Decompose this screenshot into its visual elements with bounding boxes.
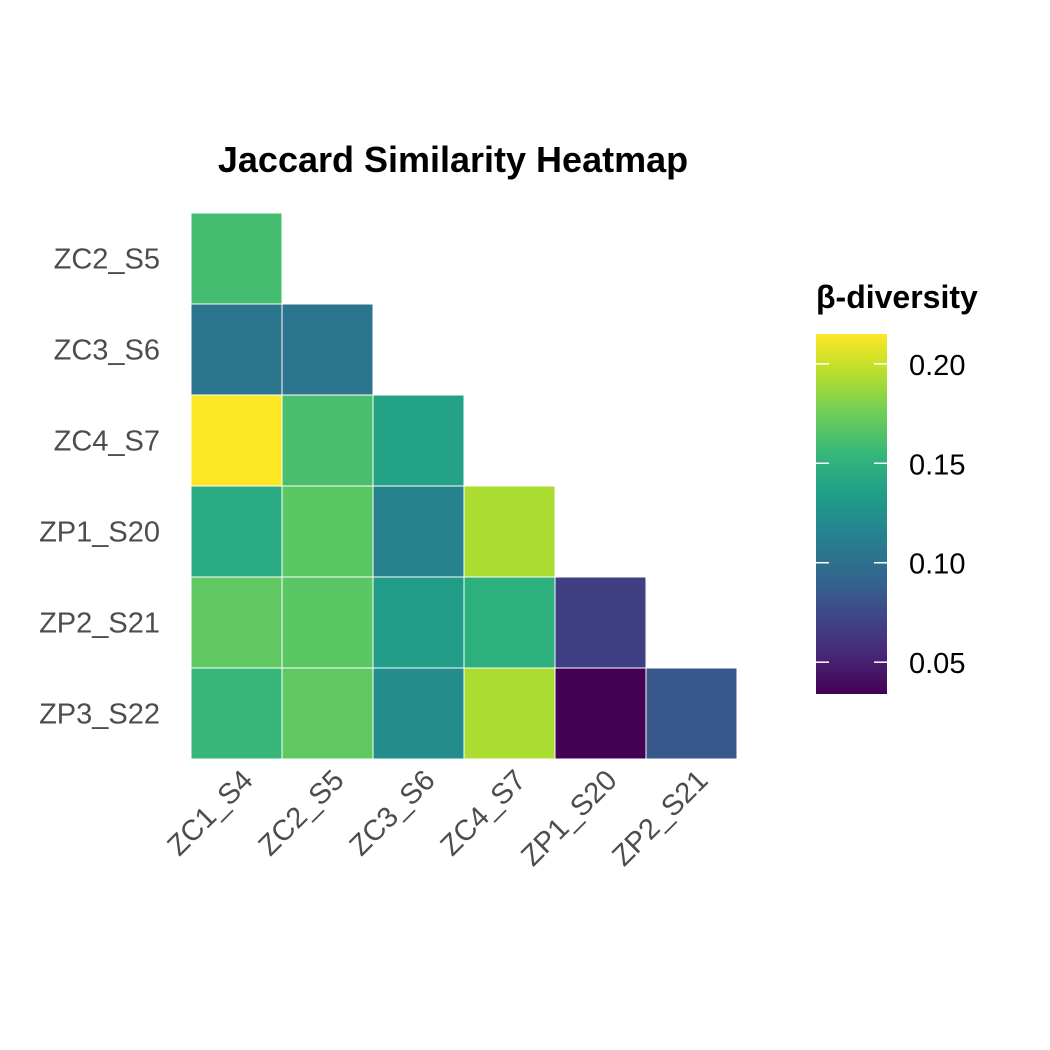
y-tick-label: ZC4_S7 <box>54 426 160 458</box>
heatmap-cell <box>281 667 374 760</box>
legend-title: β-diversity <box>816 279 978 315</box>
heatmap-cell <box>645 667 738 760</box>
x-tick-label: ZP1_S20 <box>515 764 623 872</box>
heatmap-cell <box>190 485 283 578</box>
heatmap-cell <box>554 576 647 669</box>
heatmap-cell <box>372 667 465 760</box>
x-tick-label: ZC3_S6 <box>344 764 442 862</box>
y-tick-label: ZP3_S22 <box>39 699 160 731</box>
legend-tick-label: 0.10 <box>909 549 965 581</box>
heatmap-cell <box>372 576 465 669</box>
legend-ticks: 0.05 0.10 0.15 0.20 <box>816 350 965 680</box>
heatmap-cell <box>372 394 465 487</box>
legend: β-diversity 0.05 0.10 0.15 0.20 <box>816 279 978 694</box>
heatmap-cell <box>190 394 283 487</box>
x-tick-label: ZP2_S21 <box>606 764 714 872</box>
heatmap-cell <box>281 303 374 396</box>
heatmap-cell <box>281 485 374 578</box>
heatmap-cell <box>463 667 556 760</box>
heatmap-cell <box>554 667 647 760</box>
heatmap-cell <box>463 576 556 669</box>
legend-tick-label: 0.20 <box>909 350 965 382</box>
heatmap-cell <box>463 485 556 578</box>
y-tick-label: ZP2_S21 <box>39 608 160 640</box>
heatmap-cell <box>281 394 374 487</box>
x-tick-label: ZC2_S5 <box>253 764 351 862</box>
x-tick-label: ZC1_S4 <box>162 764 260 862</box>
heatmap-cell <box>190 576 283 669</box>
legend-colorbar <box>816 334 887 694</box>
legend-tick-label: 0.15 <box>909 449 965 481</box>
heatmap-cell <box>190 212 283 305</box>
legend-tick-label: 0.05 <box>909 648 965 680</box>
y-tick-label: ZP1_S20 <box>39 517 160 549</box>
y-axis-labels: ZC2_S5 ZC3_S6 ZC4_S7 ZP1_S20 ZP2_S21 ZP3_S22 <box>39 244 160 731</box>
heatmap-cell <box>190 303 283 396</box>
heatmap-cell <box>372 485 465 578</box>
heatmap-cell <box>190 667 283 760</box>
chart-title: Jaccard Similarity Heatmap <box>218 139 688 180</box>
y-tick-label: ZC2_S5 <box>54 244 160 276</box>
y-tick-label: ZC3_S6 <box>54 335 160 367</box>
heatmap-cell <box>281 576 374 669</box>
heatmap-cells <box>190 212 738 760</box>
